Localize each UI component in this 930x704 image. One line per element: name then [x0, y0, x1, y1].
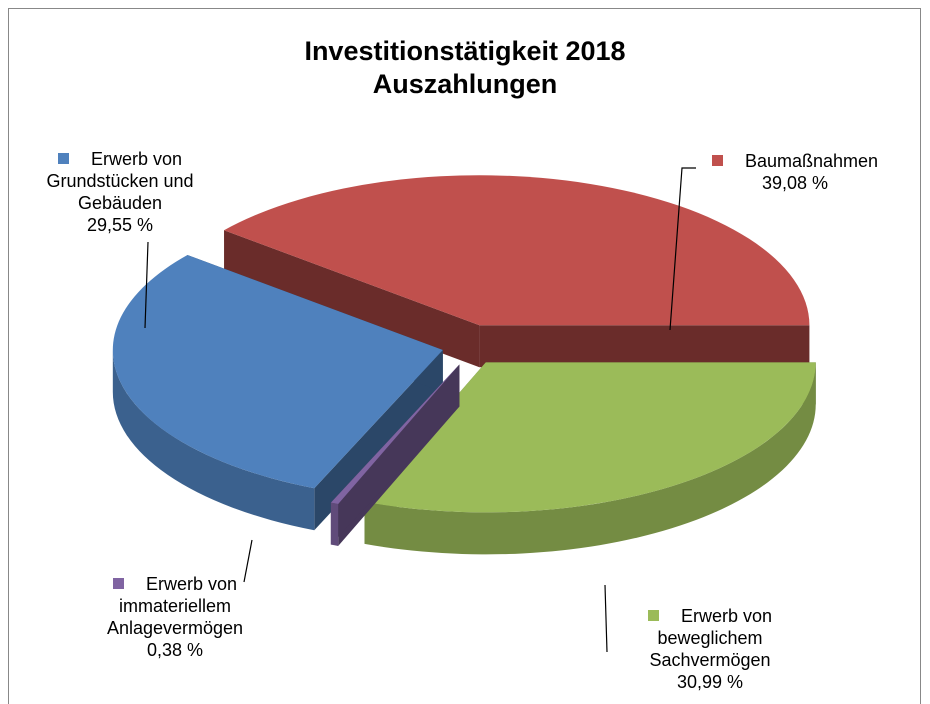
slice	[364, 362, 816, 513]
data-label: Baumaßnahmen 39,08 %	[690, 150, 900, 194]
slice	[224, 175, 810, 326]
chart-title: Investitionstätigkeit 2018	[304, 36, 626, 66]
slice	[330, 364, 460, 504]
pie	[112, 175, 816, 555]
slice-side	[224, 230, 480, 368]
slice-side	[479, 325, 810, 368]
data-label: Erwerb von Grundstücken und Gebäuden 29,5…	[25, 148, 215, 236]
data-label: Erwerb von immateriellem Anlagevermögen 0…	[60, 573, 290, 661]
legend-swatch	[57, 153, 69, 164]
slice-side	[314, 350, 443, 531]
label-value: 39,08 %	[761, 173, 829, 193]
leader-line	[243, 539, 253, 583]
legend-swatch	[711, 155, 723, 166]
leader-line	[144, 241, 149, 329]
leader-line	[604, 584, 608, 653]
slice-wall	[364, 362, 816, 555]
slice-wall	[112, 350, 315, 531]
legend-swatch	[112, 578, 124, 589]
label-value: 0,38 %	[146, 640, 204, 660]
label-category: Erwerb von immateriellem Anlagevermögen	[106, 574, 244, 638]
legend-swatch	[647, 610, 659, 621]
label-value: 29,55 %	[86, 215, 154, 235]
chart-subtitle: Auszahlungen	[372, 69, 558, 99]
slice-side	[330, 364, 460, 545]
slice-wall	[330, 502, 339, 546]
leader-line	[669, 167, 696, 331]
leader-lines	[144, 167, 696, 653]
label-category: Erwerb von Grundstücken und Gebäuden	[46, 149, 194, 213]
label-value: 30,99 %	[676, 672, 744, 692]
label-category: Baumaßnahmen	[744, 151, 879, 171]
slice	[112, 255, 443, 489]
label-category: Erwerb von beweglichem Sachvermögen	[649, 606, 773, 670]
data-label: Erwerb von beweglichem Sachvermögen 30,99…	[600, 605, 820, 693]
